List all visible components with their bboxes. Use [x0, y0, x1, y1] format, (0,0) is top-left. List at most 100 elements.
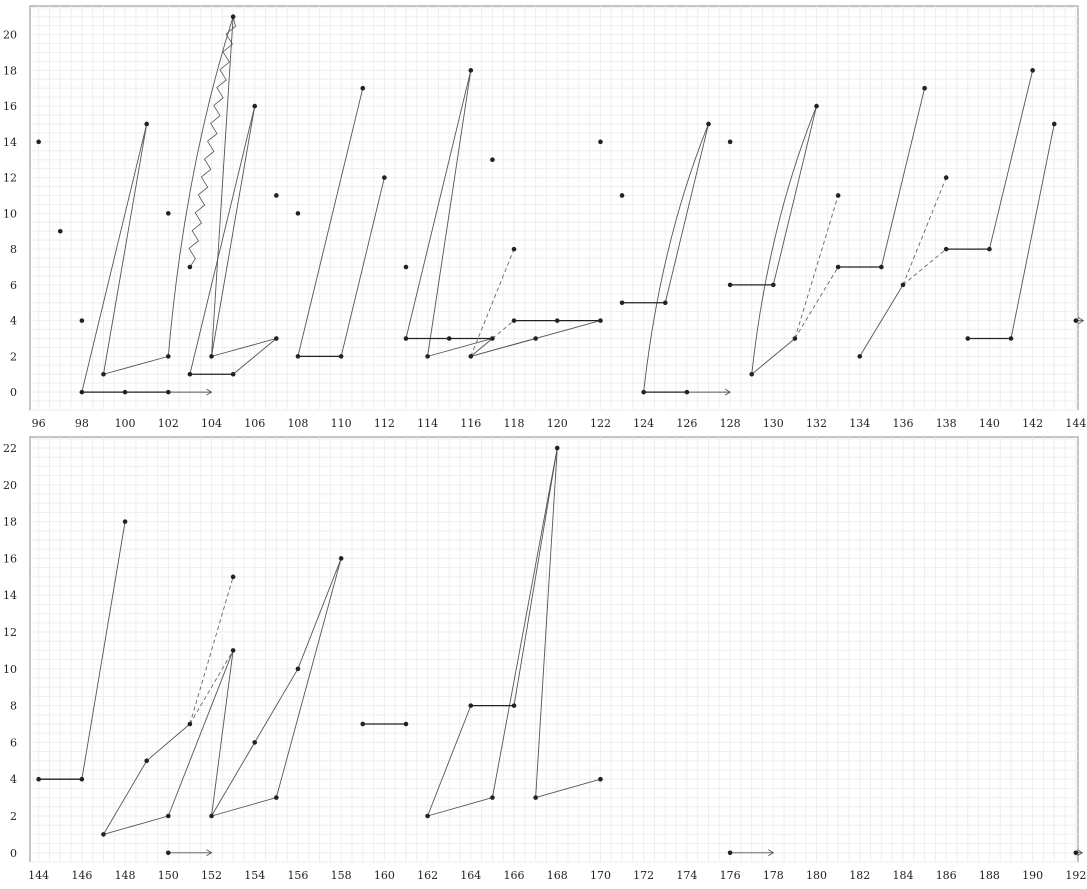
edge-dashed — [902, 248, 947, 286]
x-tick-label: 160 — [374, 869, 395, 882]
node-dot — [857, 354, 863, 359]
node-dot — [209, 813, 214, 819]
node-dot — [338, 354, 344, 359]
node-dot — [1073, 850, 1079, 856]
node-dot — [641, 389, 646, 395]
node-dot — [403, 264, 409, 270]
node-dot — [619, 193, 625, 198]
edge — [146, 723, 191, 762]
node-dot — [468, 68, 474, 73]
y-tick-label: 20 — [3, 29, 17, 42]
x-tick-label: 190 — [1022, 869, 1043, 882]
node-dot — [987, 246, 992, 252]
y-tick-label: 0 — [10, 847, 17, 860]
node-dot — [619, 300, 625, 306]
edge — [859, 284, 904, 357]
node-dot — [101, 371, 106, 377]
node-dot — [187, 371, 193, 377]
x-tick-label: 140 — [979, 417, 1000, 430]
node-dot — [749, 371, 755, 377]
node-dot — [122, 389, 128, 395]
node-dot — [79, 776, 85, 782]
node-dot — [511, 246, 517, 252]
edge — [427, 70, 472, 357]
node-dot — [554, 445, 560, 451]
node-dot — [403, 721, 409, 727]
x-tick-label: 126 — [676, 417, 697, 430]
arrow-head — [1077, 849, 1084, 857]
node-dot — [1008, 336, 1014, 341]
node-dot — [230, 574, 236, 580]
node-dot — [511, 318, 517, 323]
edge — [211, 338, 277, 357]
x-tick-label: 122 — [590, 417, 611, 430]
node-dot — [101, 832, 106, 837]
x-tick-label: 158 — [331, 869, 352, 882]
edge-curved — [643, 123, 709, 393]
edge — [81, 521, 126, 780]
y-tick-label: 10 — [3, 207, 17, 220]
node-dot — [814, 103, 819, 109]
y-tick-label: 16 — [3, 100, 17, 113]
node-dot — [57, 228, 63, 234]
edge — [535, 448, 558, 798]
edge-dashed — [470, 248, 515, 357]
arrow-head — [768, 849, 775, 857]
edge-dashed — [189, 576, 234, 725]
node-dot — [295, 354, 301, 359]
node-dot — [252, 740, 258, 745]
node-dot — [554, 318, 560, 323]
node-dot — [403, 336, 409, 341]
node-dot — [1073, 318, 1079, 323]
edge — [211, 16, 234, 357]
node-dot — [165, 850, 171, 856]
edge — [81, 123, 148, 393]
edge — [751, 338, 796, 375]
edge — [211, 742, 256, 817]
edge — [189, 106, 256, 375]
node-dot — [338, 556, 344, 561]
edge-dashed — [189, 650, 234, 725]
edge — [211, 650, 234, 817]
node-dot — [230, 14, 236, 20]
node-dot — [900, 282, 906, 288]
y-tick-label: 18 — [3, 64, 17, 77]
y-tick-label: 8 — [10, 243, 17, 256]
node-dot — [835, 193, 841, 198]
node-dot — [36, 139, 41, 145]
y-tick-label: 18 — [3, 516, 17, 529]
x-tick-label: 120 — [547, 417, 568, 430]
node-dot — [79, 389, 85, 395]
edge — [772, 106, 817, 285]
node-dot — [943, 246, 949, 252]
node-dot — [684, 389, 690, 395]
node-dot — [727, 850, 733, 856]
x-tick-label: 184 — [892, 869, 913, 882]
node-dot — [533, 336, 538, 341]
node-dot — [209, 354, 214, 359]
node-dot — [490, 157, 495, 163]
edge — [491, 447, 558, 798]
edge — [1010, 123, 1055, 339]
node-dot — [727, 139, 733, 145]
x-tick-label: 144 — [1065, 417, 1086, 430]
node-dot — [943, 175, 949, 180]
node-dot — [1030, 68, 1035, 73]
node-dot — [144, 758, 149, 764]
node-dot — [490, 795, 495, 800]
y-tick-label: 0 — [10, 386, 17, 399]
node-dot — [511, 703, 517, 708]
node-dot — [662, 300, 668, 306]
bottom-panel: 144 146 148 150 152 154 156 158 160 162 164 166 168 1… — [3, 436, 1086, 882]
y-tick-label: 4 — [10, 315, 17, 328]
arrow-head — [206, 388, 213, 396]
x-tick-label: 110 — [331, 417, 352, 430]
edge — [513, 447, 558, 706]
grid — [30, 6, 1078, 411]
x-tick-label: 112 — [374, 417, 395, 430]
node-dot — [425, 354, 430, 359]
node-dot — [922, 85, 927, 91]
node-dot — [792, 336, 798, 341]
edge — [297, 558, 342, 669]
